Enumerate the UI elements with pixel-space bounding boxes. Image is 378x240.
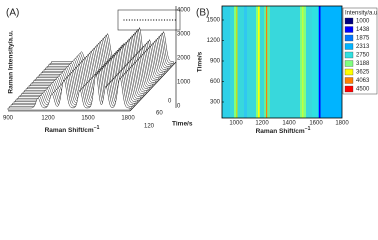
y-tick-label: 1200	[207, 38, 221, 44]
legend-swatch	[344, 77, 354, 84]
panel-b: (B) Time/s Raman Shift/cm−1 1000 1200 1400…	[196, 5, 378, 135]
legend-swatch	[344, 51, 354, 59]
y-tick-label: 1000	[177, 80, 191, 86]
legend-swatch	[344, 85, 354, 93]
legend-label: 1438	[356, 27, 370, 33]
inset	[117, 9, 181, 31]
x-tick-label: 1400	[282, 121, 296, 127]
legend-label: 4500	[356, 87, 370, 93]
legend-label: 3188	[356, 61, 370, 67]
inset-dot	[139, 19, 141, 21]
inset-dot	[163, 19, 166, 21]
legend-swatch	[344, 17, 354, 25]
contour-band	[236, 6, 238, 118]
contour-band	[318, 6, 342, 118]
panel-label: (B)	[196, 8, 209, 19]
inset-dot	[169, 19, 171, 21]
x-axis-label: Raman Shift/cm−1	[45, 125, 100, 133]
contour-band	[266, 6, 268, 118]
y-tick-label: 2000	[177, 56, 191, 62]
inset-dot	[126, 19, 128, 21]
x-tick-label: 900	[3, 116, 14, 122]
y-tick-label: 600	[210, 79, 221, 85]
legend-label: 1875	[356, 36, 370, 42]
legend-label: 4063	[356, 78, 370, 84]
x-tick-label: 1600	[309, 121, 323, 127]
inset-dot	[134, 19, 136, 21]
y-tick-label: 300	[210, 100, 221, 106]
x-tick-label: 1800	[335, 121, 349, 127]
inset-dot	[172, 19, 174, 21]
plot-frame	[221, 5, 343, 119]
x-axis-label: Raman Shift/cm−1	[256, 126, 311, 134]
time-tick-label: 120	[144, 124, 155, 130]
y-tick-label: 0	[177, 104, 181, 110]
inset-dot	[131, 19, 133, 21]
inset-dot	[155, 19, 157, 21]
y-tick-label: 900	[210, 59, 221, 65]
contour-band	[222, 6, 230, 118]
time-axis-label: Time/s	[172, 121, 193, 128]
legend-swatch	[344, 60, 354, 67]
inset-dot	[123, 19, 125, 21]
y-axis-label: Time/s	[197, 51, 204, 72]
y-tick-label: 4000	[177, 8, 191, 14]
inset-dot	[150, 19, 152, 21]
contour-band	[244, 6, 247, 118]
x-tick-label: 1800	[121, 116, 135, 122]
inset-dot	[136, 19, 139, 21]
legend-label: 3625	[356, 70, 370, 76]
legend-swatch	[344, 26, 354, 33]
legend-label: 2313	[356, 44, 370, 50]
inset-dot	[158, 19, 160, 21]
time-axis	[129, 61, 177, 112]
inset-dot	[166, 19, 168, 21]
x-tick-label: 1500	[81, 116, 95, 122]
y-tick-label: 1500	[207, 18, 221, 24]
legend-label: 1000	[356, 19, 370, 25]
y-tick-label: 3000	[177, 32, 191, 38]
contour-band	[234, 6, 237, 118]
contour-band	[319, 6, 321, 118]
panel-label: (A)	[6, 8, 19, 19]
inset-dot	[145, 19, 147, 21]
x-tick-label: 1200	[41, 116, 55, 122]
spectrum	[9, 71, 132, 109]
contour-band	[312, 6, 318, 118]
time-tick-label: 60	[156, 111, 163, 117]
figure: (A) Raman Intensity/a.u. Raman Shift/cm−…	[3, 5, 378, 135]
spectrum	[7, 73, 131, 111]
inset-dot	[142, 19, 144, 21]
inset-dot	[174, 19, 176, 21]
contour-band	[258, 6, 260, 118]
waterfall	[7, 26, 174, 111]
time-tick-label: 0	[168, 99, 172, 105]
legend-title: Intensity/a.u.	[345, 11, 378, 17]
x-tick-label: 1000	[229, 121, 243, 127]
y-axis-label: Raman Intensity/a.u.	[8, 30, 15, 93]
x-tick-label: 1200	[255, 121, 269, 127]
contour-band	[302, 6, 304, 118]
legend-swatch	[344, 43, 354, 50]
inset-dot	[153, 19, 155, 21]
inset-dot	[147, 19, 149, 21]
legend-label: 2750	[356, 53, 370, 59]
inset-dot	[161, 19, 163, 21]
legend-swatch	[344, 34, 354, 42]
legend-swatch	[344, 68, 354, 76]
inset-dot	[128, 19, 130, 21]
panel-a: (A) Raman Intensity/a.u. Raman Shift/cm−…	[3, 6, 193, 134]
